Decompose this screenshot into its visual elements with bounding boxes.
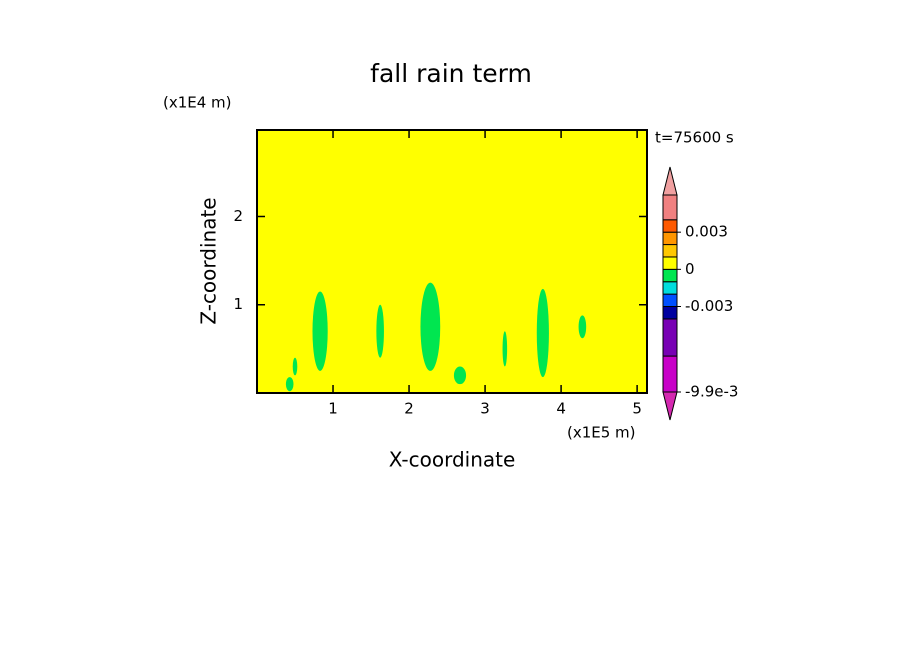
y-tick-label: 2 — [233, 207, 243, 225]
colorbar-segment — [662, 355, 678, 393]
x-unit: (x1E5 m) — [567, 424, 636, 442]
colorbar-tick-label: 0 — [685, 260, 695, 278]
colorbar-extend-low — [662, 391, 678, 421]
chart-title: fall rain term — [370, 59, 532, 88]
colorbar-extend-high — [662, 166, 678, 196]
contour-region — [420, 282, 441, 371]
colorbar-segment — [662, 219, 678, 233]
colorbar-tick-label: -9.9e-3 — [685, 383, 738, 401]
colorbar-segment — [662, 318, 678, 357]
contour-region — [578, 315, 587, 339]
colorbar-tick-label: 0.003 — [685, 223, 728, 241]
colorbar-segment — [662, 231, 678, 246]
colorbar-segment — [662, 281, 678, 295]
colorbar-segment — [662, 256, 678, 270]
contour-region — [376, 304, 384, 358]
y-tick-label: 1 — [233, 295, 243, 313]
colorbar-segment — [662, 244, 678, 258]
colorbar-segment — [662, 306, 678, 320]
colorbar-segment — [662, 194, 678, 221]
colorbar-segment — [662, 293, 678, 308]
contour-region — [453, 366, 467, 385]
plot-frame — [256, 129, 648, 394]
contour-region — [502, 331, 508, 367]
x-axis-label: X-coordinate — [389, 448, 516, 472]
contour-region — [536, 288, 549, 378]
colorbar-tick-label: -0.003 — [685, 297, 733, 315]
contour-region — [285, 377, 294, 392]
contour-region — [312, 291, 328, 371]
x-tick-label: 2 — [404, 400, 414, 418]
y-unit: (x1E4 m) — [163, 94, 232, 112]
x-tick-label: 4 — [556, 400, 566, 418]
x-tick-label: 1 — [328, 400, 338, 418]
time-label: t=75600 s — [655, 129, 734, 147]
x-tick-label: 3 — [480, 400, 490, 418]
colorbar-segment — [662, 268, 678, 283]
y-axis-label: Z-coordinate — [197, 197, 221, 324]
x-tick-label: 5 — [632, 400, 642, 418]
contour-region — [292, 357, 298, 376]
